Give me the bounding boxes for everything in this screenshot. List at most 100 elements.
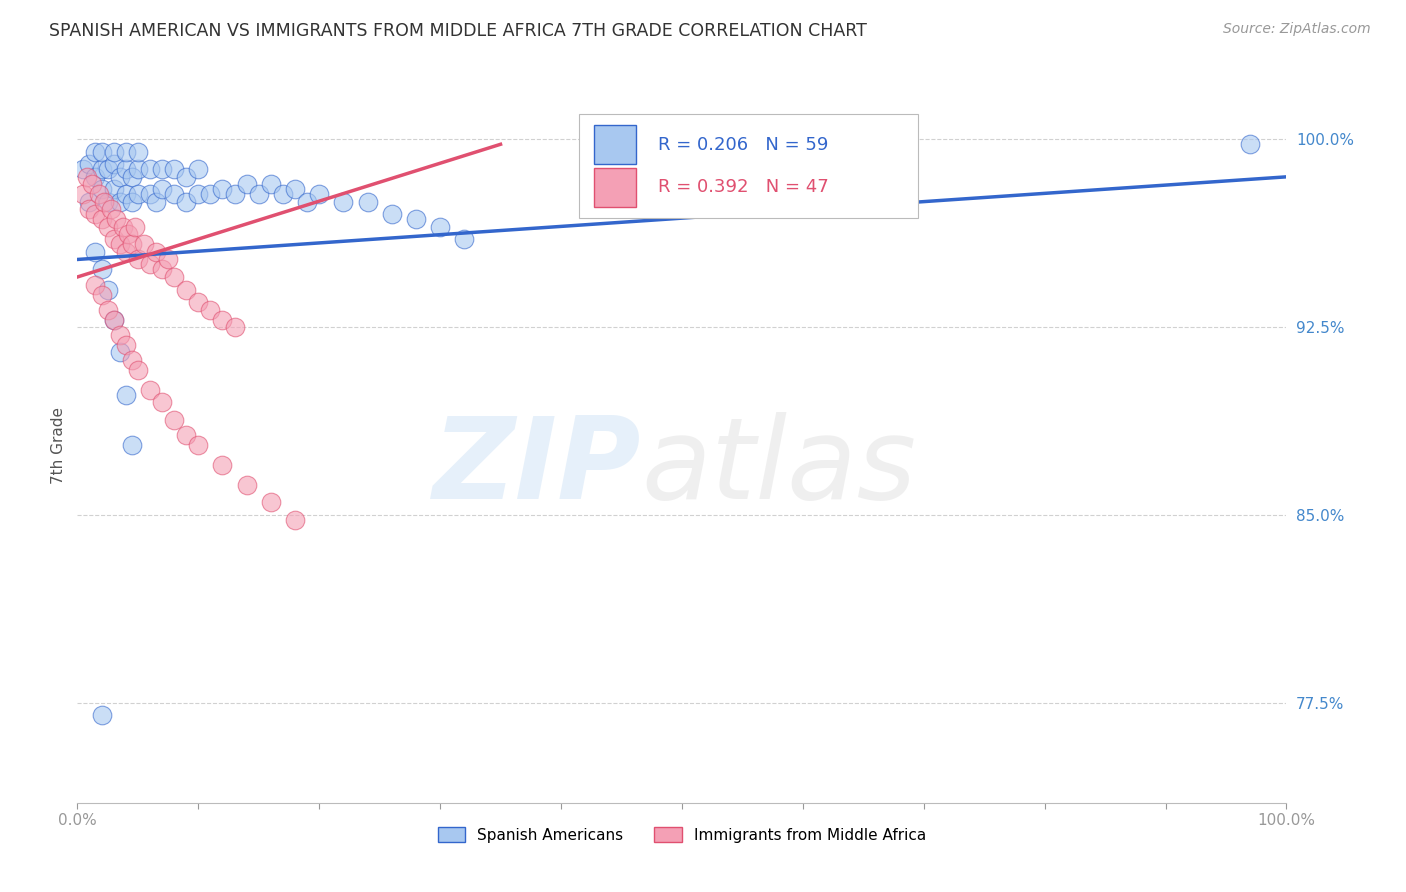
Point: [90, 287, 112, 301]
Point: [96, 194, 118, 209]
Point: [84, 244, 107, 259]
Text: ZIP: ZIP: [433, 412, 641, 523]
Point: [200, 302, 222, 317]
Point: [150, 182, 173, 196]
FancyBboxPatch shape: [579, 114, 918, 218]
Point: [260, 178, 283, 192]
Point: [84, 207, 107, 221]
Point: [157, 252, 180, 267]
Point: [96, 162, 118, 177]
Point: [117, 227, 139, 242]
Point: [163, 187, 186, 202]
Point: [284, 513, 307, 527]
Point: [163, 162, 186, 177]
Point: [163, 270, 186, 285]
Point: [84, 145, 107, 159]
Point: [79, 157, 101, 171]
Point: [308, 187, 330, 202]
Point: [103, 232, 125, 246]
Point: [114, 387, 136, 401]
Point: [100, 202, 122, 217]
Legend: Spanish Americans, Immigrants from Middle Africa: Spanish Americans, Immigrants from Middl…: [432, 821, 932, 848]
Point: [150, 395, 173, 409]
Point: [295, 194, 318, 209]
FancyBboxPatch shape: [593, 125, 636, 164]
Text: Source: ZipAtlas.com: Source: ZipAtlas.com: [1223, 22, 1371, 37]
Point: [139, 383, 162, 397]
Point: [90, 262, 112, 277]
Point: [121, 237, 143, 252]
Point: [1239, 137, 1261, 152]
Point: [121, 352, 143, 367]
Point: [271, 187, 294, 202]
Point: [124, 219, 146, 234]
Point: [224, 320, 246, 334]
Point: [356, 194, 378, 209]
Point: [90, 708, 112, 723]
Point: [103, 157, 125, 171]
Point: [90, 212, 112, 227]
Point: [150, 162, 173, 177]
Point: [139, 187, 162, 202]
Point: [108, 327, 131, 342]
Point: [453, 232, 475, 246]
Point: [79, 202, 101, 217]
Point: [235, 478, 257, 492]
Point: [163, 413, 186, 427]
Point: [84, 169, 107, 184]
Point: [429, 219, 451, 234]
Point: [121, 438, 143, 452]
Point: [121, 169, 143, 184]
Point: [127, 362, 149, 376]
Point: [284, 182, 307, 196]
Point: [187, 187, 209, 202]
Point: [211, 312, 233, 326]
Point: [224, 187, 246, 202]
Point: [260, 495, 283, 509]
Point: [103, 312, 125, 326]
Point: [187, 295, 209, 310]
Point: [79, 194, 101, 209]
Point: [114, 244, 136, 259]
Point: [235, 178, 257, 192]
Text: R = 0.206   N = 59: R = 0.206 N = 59: [658, 136, 828, 153]
Point: [332, 194, 354, 209]
Point: [87, 187, 110, 202]
Point: [96, 219, 118, 234]
Point: [139, 162, 162, 177]
Point: [150, 262, 173, 277]
Point: [90, 145, 112, 159]
Point: [127, 252, 149, 267]
Point: [96, 302, 118, 317]
Point: [90, 182, 112, 196]
Point: [105, 212, 128, 227]
Point: [90, 162, 112, 177]
Text: atlas: atlas: [641, 412, 917, 523]
Point: [174, 194, 197, 209]
Point: [80, 178, 103, 192]
Point: [108, 194, 131, 209]
Point: [112, 219, 135, 234]
Point: [187, 438, 209, 452]
Point: [187, 162, 209, 177]
Point: [121, 194, 143, 209]
Point: [108, 169, 131, 184]
Point: [103, 182, 125, 196]
Point: [247, 187, 270, 202]
Point: [72, 162, 94, 177]
Point: [174, 169, 197, 184]
Point: [96, 283, 118, 297]
Point: [381, 207, 404, 221]
Point: [132, 237, 155, 252]
Point: [108, 345, 131, 359]
Point: [200, 187, 222, 202]
FancyBboxPatch shape: [593, 168, 636, 207]
Point: [211, 458, 233, 472]
Text: R = 0.392   N = 47: R = 0.392 N = 47: [658, 178, 828, 196]
Point: [211, 182, 233, 196]
Point: [174, 427, 197, 442]
Point: [84, 277, 107, 292]
Point: [127, 145, 149, 159]
Point: [145, 194, 167, 209]
Point: [103, 145, 125, 159]
